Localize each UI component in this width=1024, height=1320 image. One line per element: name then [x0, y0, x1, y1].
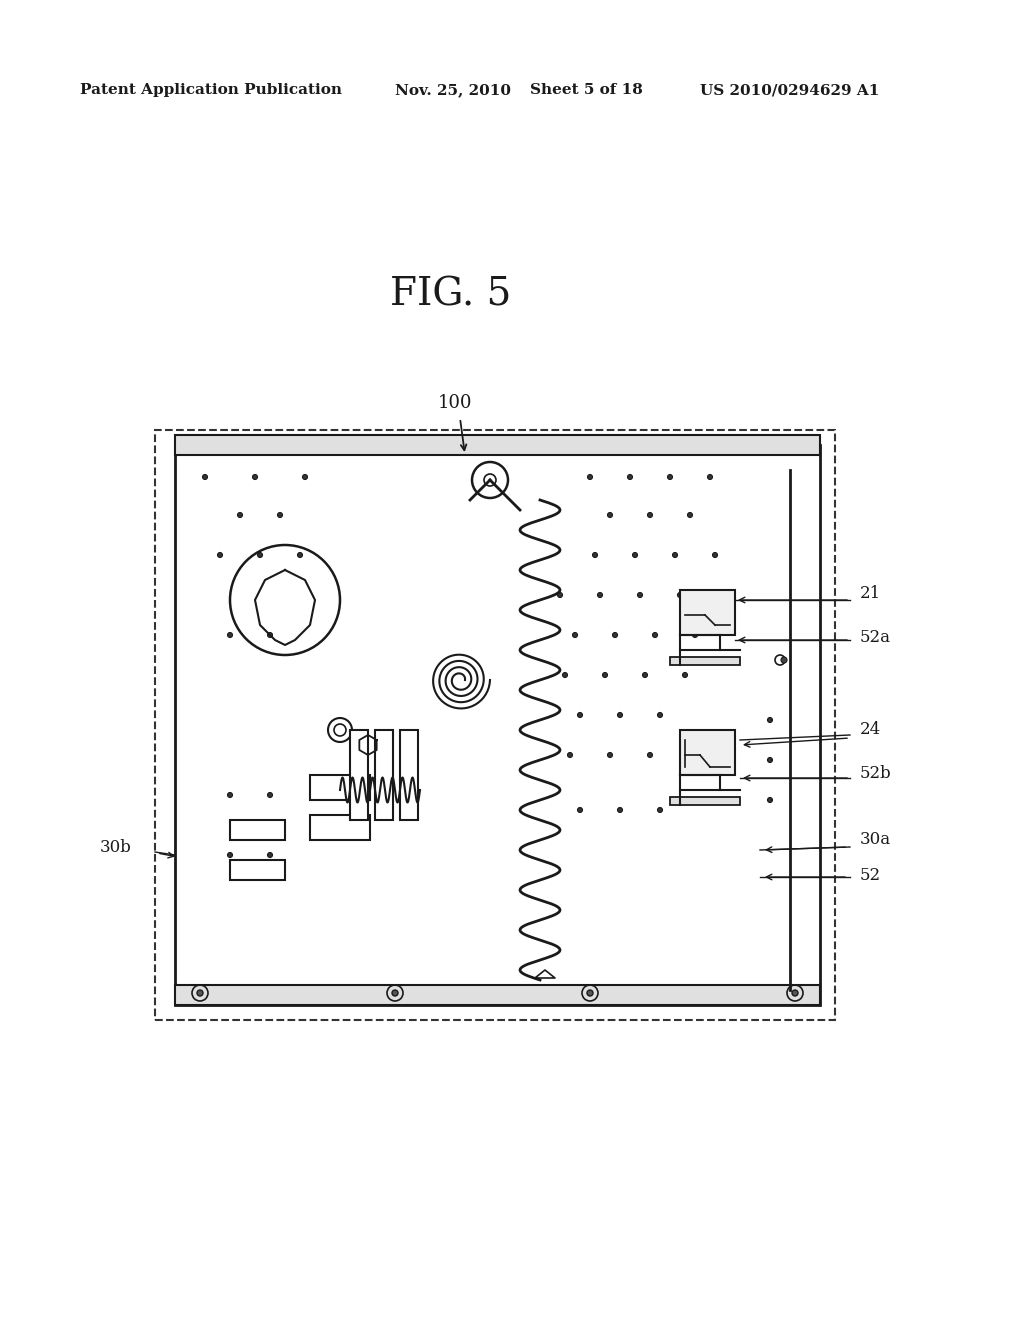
Bar	[350, 730, 368, 820]
Circle shape	[768, 758, 772, 763]
Circle shape	[668, 474, 673, 479]
Circle shape	[657, 808, 663, 813]
Circle shape	[617, 713, 623, 718]
Bar	[680, 590, 735, 635]
Circle shape	[267, 632, 272, 638]
Circle shape	[257, 553, 262, 557]
Circle shape	[227, 853, 232, 858]
Bar	[670, 657, 740, 665]
Text: 30a: 30a	[860, 832, 891, 849]
Circle shape	[278, 512, 283, 517]
Circle shape	[781, 657, 787, 663]
Bar	[375, 730, 393, 820]
Circle shape	[687, 512, 692, 517]
Text: Nov. 25, 2010: Nov. 25, 2010	[395, 83, 511, 96]
Bar	[670, 797, 740, 805]
Bar	[310, 775, 370, 800]
Circle shape	[708, 474, 713, 479]
Circle shape	[238, 512, 243, 517]
Bar	[230, 861, 285, 880]
Text: FIG. 5: FIG. 5	[390, 276, 511, 314]
Circle shape	[673, 553, 678, 557]
Circle shape	[562, 672, 567, 677]
Circle shape	[642, 672, 647, 677]
Circle shape	[567, 752, 572, 758]
Circle shape	[607, 752, 612, 758]
Circle shape	[298, 553, 302, 557]
Circle shape	[652, 632, 657, 638]
Text: Sheet 5 of 18: Sheet 5 of 18	[530, 83, 643, 96]
Circle shape	[578, 808, 583, 813]
Circle shape	[253, 474, 257, 479]
Text: 100: 100	[437, 393, 472, 412]
Circle shape	[647, 752, 652, 758]
Circle shape	[593, 553, 597, 557]
Circle shape	[607, 512, 612, 517]
Circle shape	[557, 593, 562, 598]
Text: 30b: 30b	[100, 838, 132, 855]
Circle shape	[597, 593, 602, 598]
Circle shape	[588, 474, 593, 479]
Bar	[230, 820, 285, 840]
Circle shape	[628, 474, 633, 479]
Bar	[155, 430, 835, 1020]
Bar	[175, 436, 820, 455]
Circle shape	[792, 990, 798, 997]
Circle shape	[572, 632, 578, 638]
Circle shape	[647, 512, 652, 517]
Circle shape	[227, 792, 232, 797]
Text: 24: 24	[860, 722, 882, 738]
Text: US 2010/0294629 A1: US 2010/0294629 A1	[700, 83, 880, 96]
Text: Patent Application Publication: Patent Application Publication	[80, 83, 342, 96]
Circle shape	[713, 553, 718, 557]
Circle shape	[217, 553, 222, 557]
Text: 52: 52	[860, 866, 881, 883]
Circle shape	[657, 713, 663, 718]
Circle shape	[578, 713, 583, 718]
Circle shape	[602, 672, 607, 677]
Bar	[175, 985, 820, 1005]
Circle shape	[768, 718, 772, 722]
Bar	[310, 814, 370, 840]
Circle shape	[267, 792, 272, 797]
Text: 21: 21	[860, 585, 882, 602]
Circle shape	[633, 553, 638, 557]
Circle shape	[683, 672, 687, 677]
Bar	[400, 730, 418, 820]
Circle shape	[612, 632, 617, 638]
Circle shape	[227, 632, 232, 638]
Circle shape	[687, 752, 692, 758]
Text: 52a: 52a	[860, 630, 891, 647]
Circle shape	[617, 808, 623, 813]
Circle shape	[302, 474, 307, 479]
Text: 52b: 52b	[860, 764, 892, 781]
Circle shape	[638, 593, 642, 598]
Circle shape	[197, 990, 203, 997]
Circle shape	[203, 474, 208, 479]
Bar	[175, 445, 820, 1005]
Circle shape	[768, 797, 772, 803]
Circle shape	[587, 990, 593, 997]
Bar	[680, 730, 735, 775]
Circle shape	[678, 593, 683, 598]
Circle shape	[267, 853, 272, 858]
Circle shape	[692, 632, 697, 638]
Circle shape	[392, 990, 398, 997]
